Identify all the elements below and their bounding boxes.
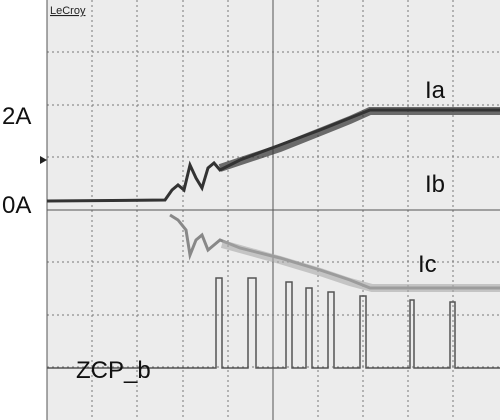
trace-label: Ic [418,251,437,278]
lower-level-label: 0A [2,192,31,219]
trace-label: Ib [425,171,445,198]
brand: LeCroy [50,5,86,17]
upper-level-label: 2A [2,103,31,130]
scope-screen: LeCroy 2A 0A Ia Ib Ic ZCP_b [0,0,500,420]
trace-label: Ia [425,77,446,104]
trace-label: ZCP_b [76,357,151,384]
